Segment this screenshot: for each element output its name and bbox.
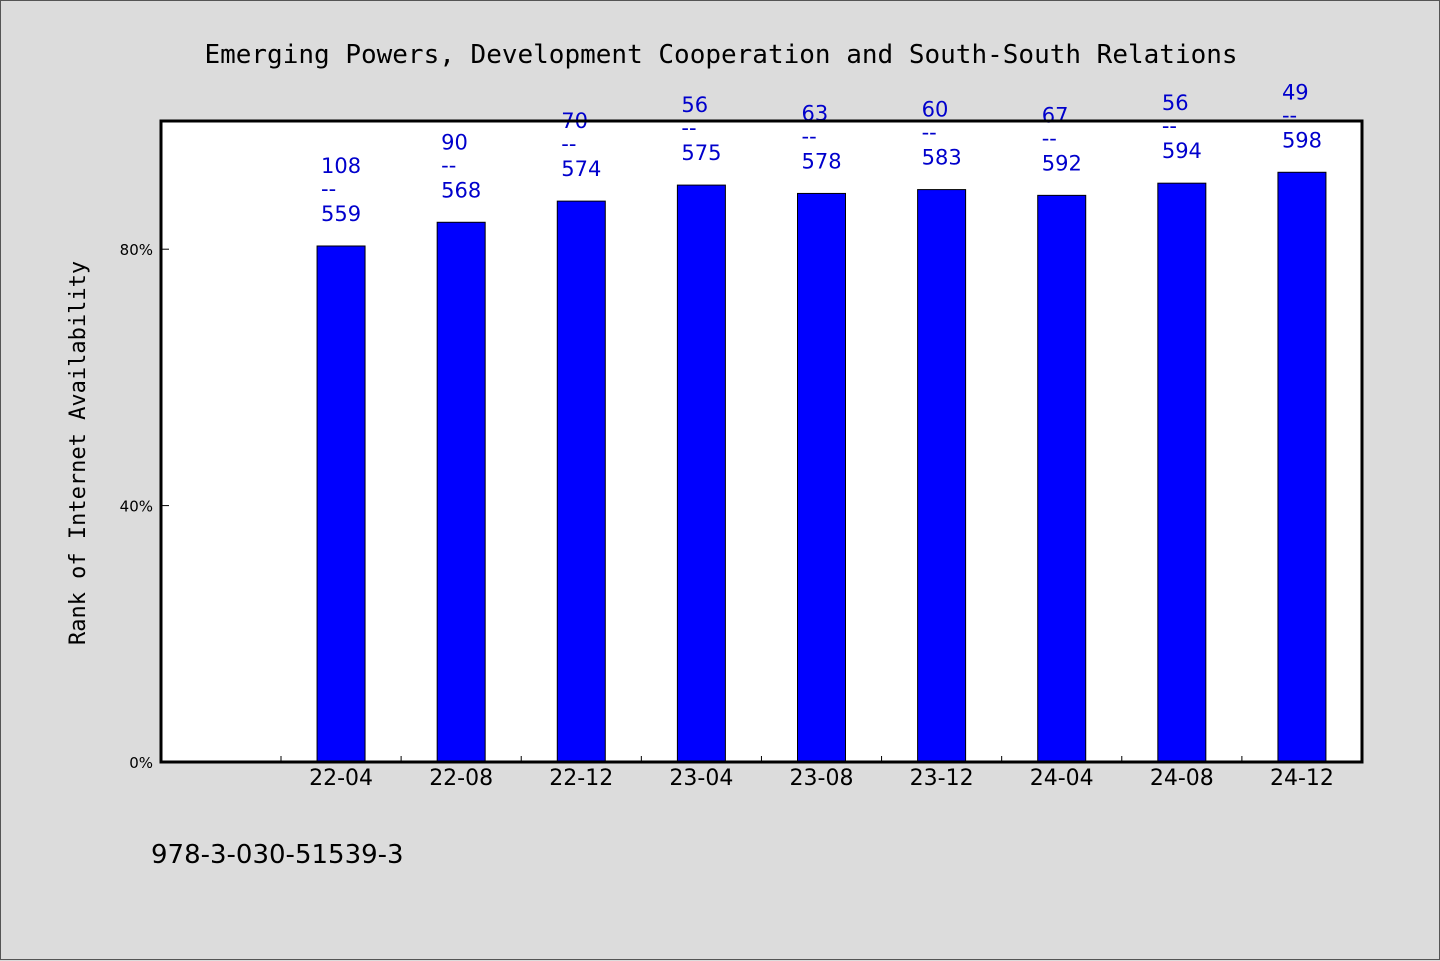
bar-label-separator: -- [561,132,576,156]
y-tick-label: 80% [120,241,153,259]
bar-24-04 [1037,194,1087,763]
bar-label-bottom: 559 [321,202,361,226]
y-axis-label: Rank of Internet Availability [66,261,91,645]
bar-label-top: 49 [1282,80,1309,104]
bar-label-24-12: 49--598 [1282,80,1322,152]
bar-label-top: 56 [1162,91,1189,115]
x-tick-label: 23-08 [790,766,854,791]
x-tick-label: 22-08 [429,766,493,791]
plot-frame [159,119,1364,764]
bar-24-08 [1157,182,1207,763]
bar-label-separator: -- [1162,114,1177,138]
bar-label-bottom: 592 [1042,151,1082,175]
bar-24-12 [1277,171,1327,763]
bar-23-04 [676,184,726,763]
bar-label-separator: -- [1282,103,1297,127]
bar-label-22-12: 70--574 [561,109,601,181]
y-tick-label: 40% [120,498,153,516]
bar-label-top: 108 [321,154,361,178]
bar-label-separator: -- [802,124,817,148]
bar-label-separator: -- [1042,126,1057,150]
x-tick-label: 23-12 [910,766,974,791]
y-axis: 0% 40% 80% [120,241,169,772]
bar-22-12 [556,200,606,763]
bar-label-bottom: 594 [1162,139,1202,163]
bar-label-separator: -- [441,153,456,177]
bar-label-bottom: 575 [681,141,721,165]
bar-label-23-12: 60--583 [922,98,962,170]
bar-label-top: 60 [922,98,949,122]
bar-label-22-08: 90--568 [441,130,481,202]
bar-22-04 [316,245,366,763]
bar-label-top: 67 [1042,103,1069,127]
x-tick-label: 22-04 [309,766,373,791]
x-tick-label: 24-04 [1030,766,1094,791]
x-tick-label: 24-12 [1270,766,1334,791]
x-tick-label: 22-12 [549,766,613,791]
bar-label-bottom: 598 [1282,128,1322,152]
bar-label-top: 56 [681,93,708,117]
x-axis: 22-04 22-08 22-12 23-04 23-08 23-12 24-04 24-08… [280,756,1363,791]
bar-label-22-04: 108--559 [321,154,361,226]
isbn-footer: 978-3-030-51539-3 [151,840,404,870]
x-tick-label: 23-04 [669,766,733,791]
bar-label-separator: -- [922,121,937,145]
bar-label-bottom: 583 [922,146,962,170]
bar-label-bottom: 568 [441,178,481,202]
chart-title: Emerging Powers, Development Cooperation… [204,40,1237,70]
bar-label-separator: -- [321,177,336,201]
y-tick-label: 0% [129,754,153,772]
bar-label-top: 90 [441,130,468,154]
bar-23-08 [797,192,846,763]
bar-23-12 [917,189,967,763]
bars [316,171,1327,763]
bar-22-08 [436,221,486,763]
bar-label-bottom: 574 [561,157,601,181]
x-tick-label: 24-08 [1150,766,1214,791]
bar-label-24-04: 67--592 [1042,103,1082,175]
bar-label-bottom: 578 [802,149,842,173]
